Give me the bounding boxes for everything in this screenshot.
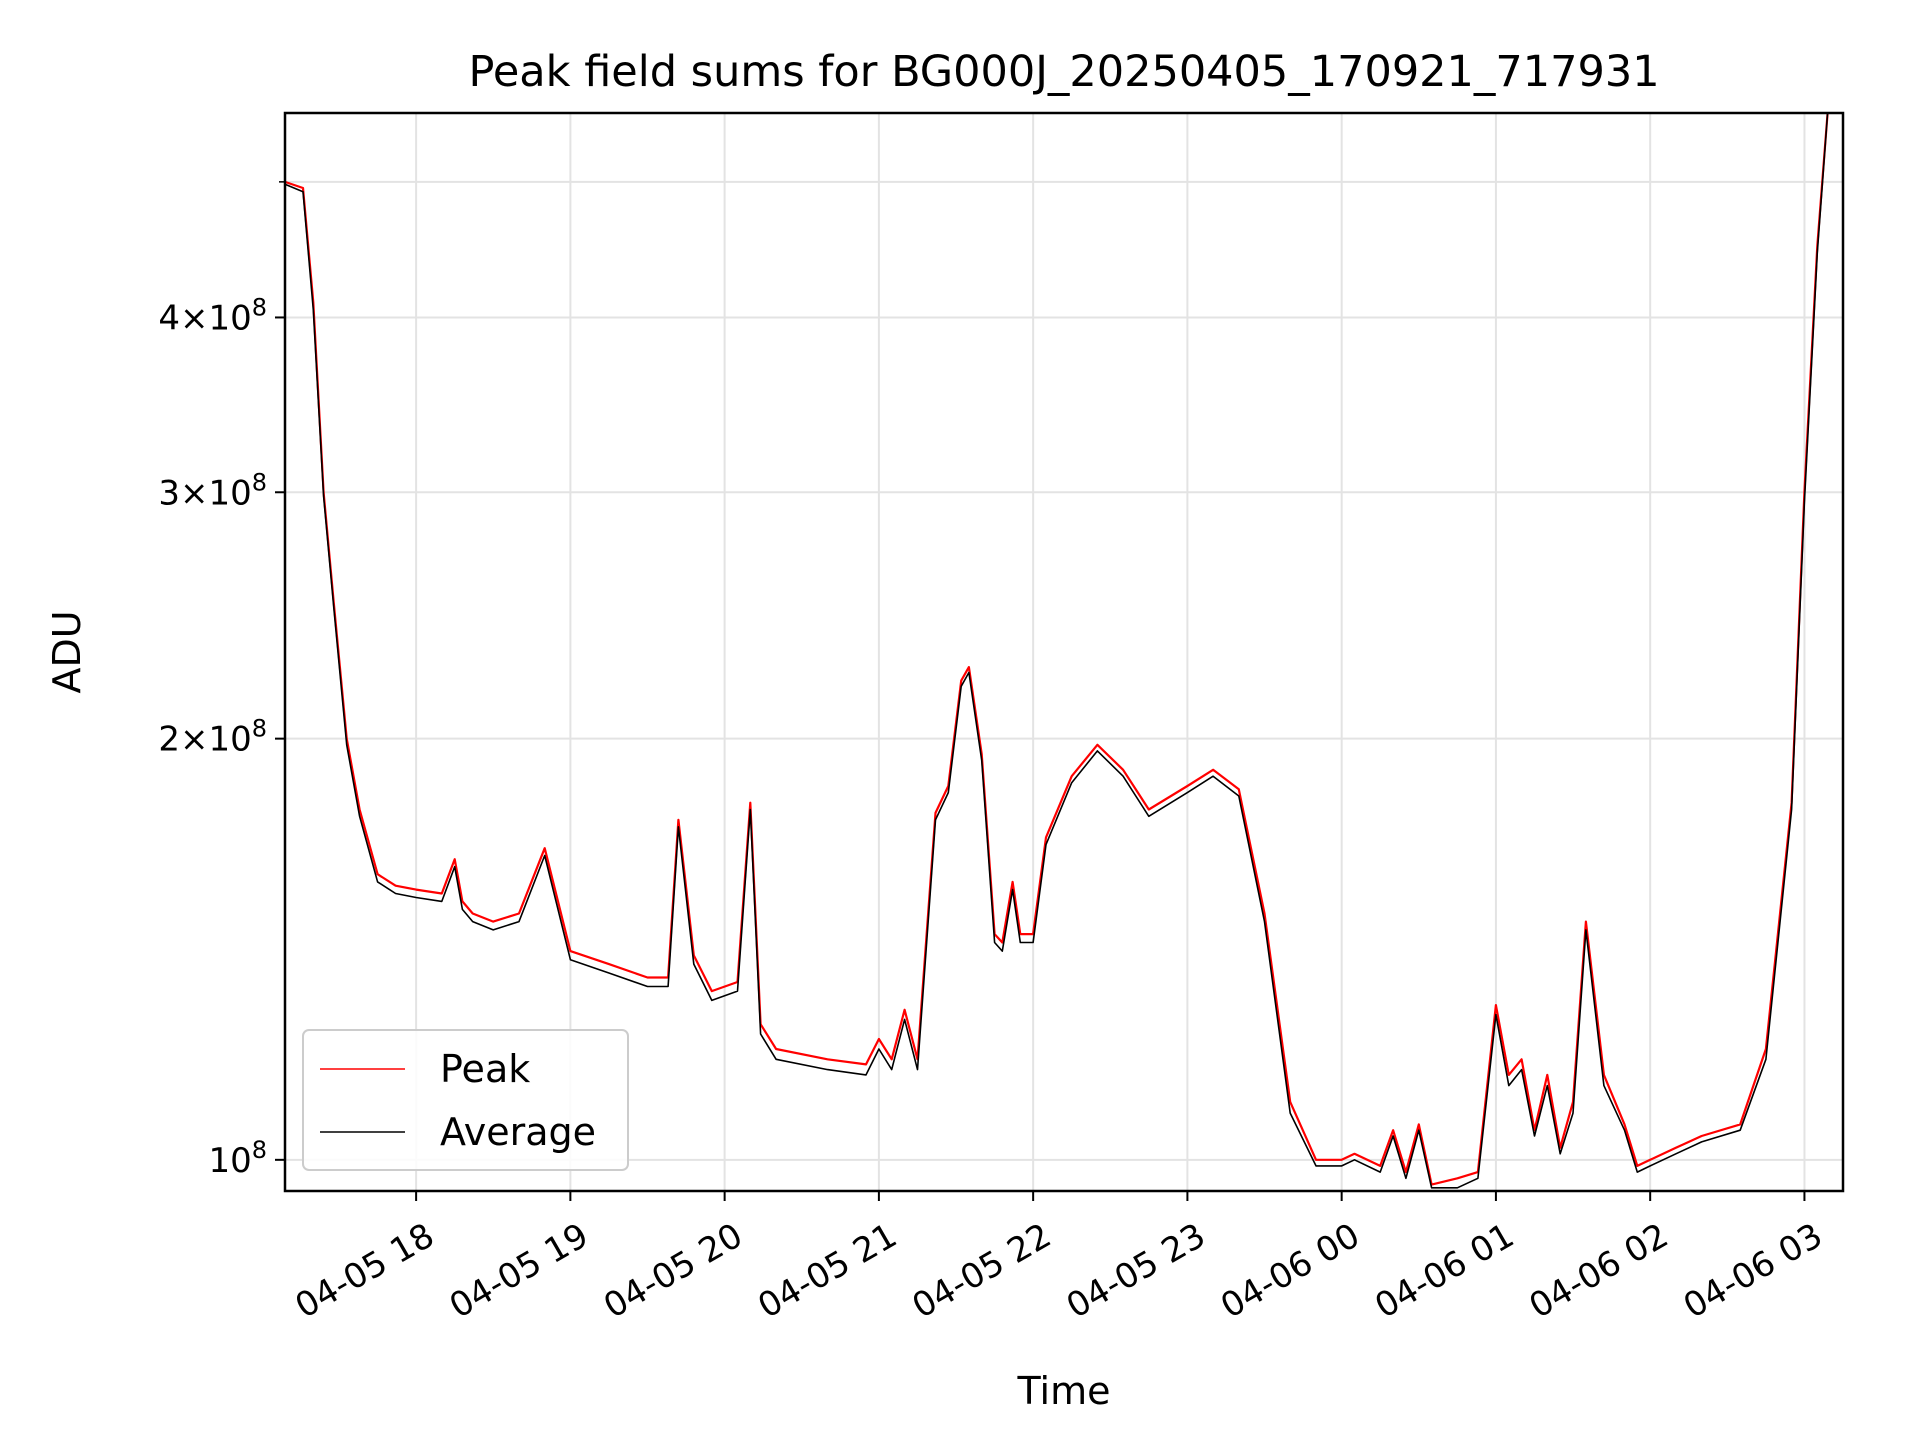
y-tick-mantissa: 2 — [158, 720, 180, 760]
y-tick-exponent: 8 — [252, 1136, 267, 1164]
legend-label-peak: Peak — [440, 1047, 530, 1091]
x-tick-label: 04-06 00 — [1214, 1216, 1366, 1327]
plot-frame — [283, 111, 1845, 1193]
y-tick-exponent: 8 — [252, 293, 267, 321]
y-tick-exponent: 8 — [252, 715, 267, 743]
series-line-peak — [285, 113, 1829, 1186]
x-axis: 04-05 18 04-05 19 04-05 20 04-05 21 04-05 22… — [289, 1191, 1829, 1327]
x-axis-label: Time — [1017, 1369, 1111, 1413]
x-tick-label: 04-05 21 — [751, 1216, 903, 1327]
series-layer — [285, 113, 1829, 1189]
series-line-average — [285, 113, 1829, 1189]
y-axis-label: ADU — [45, 610, 89, 693]
y-tick-label: 4×108 — [158, 293, 267, 338]
x-tick-label: 04-06 02 — [1523, 1216, 1675, 1327]
y-tick-mantissa: 3 — [158, 473, 180, 513]
y-tick-times: × — [180, 298, 209, 338]
y-tick-label: 2×108 — [158, 715, 267, 760]
x-tick-label: 04-05 23 — [1060, 1216, 1212, 1327]
y-tick-times: × — [180, 473, 209, 513]
x-tick-label: 04-05 20 — [597, 1216, 749, 1327]
y-tick-base: 10 — [208, 720, 251, 760]
y-tick-exponent: 8 — [252, 468, 267, 496]
y-tick-label: 3×108 — [158, 468, 267, 513]
y-tick-times: × — [180, 720, 209, 760]
x-tick-label: 04-06 01 — [1368, 1216, 1520, 1327]
y-tick-base: 10 — [208, 298, 251, 338]
x-tick-label: 04-06 03 — [1677, 1216, 1829, 1327]
x-tick-label: 04-05 19 — [443, 1216, 595, 1327]
legend-box — [302, 1029, 629, 1171]
y-tick-base: 10 — [208, 1141, 251, 1181]
x-tick-label: 04-05 18 — [289, 1216, 441, 1327]
y-tick-mantissa: 4 — [158, 298, 180, 338]
y-tick-label: 108 — [208, 1136, 267, 1181]
x-tick-label: 04-05 22 — [906, 1216, 1058, 1327]
chart-title: Peak field sums for BG000J_20250405_1709… — [468, 47, 1659, 97]
legend: Peak Average — [302, 1029, 629, 1171]
y-tick-base: 10 — [208, 473, 251, 513]
legend-label-average: Average — [440, 1110, 596, 1154]
